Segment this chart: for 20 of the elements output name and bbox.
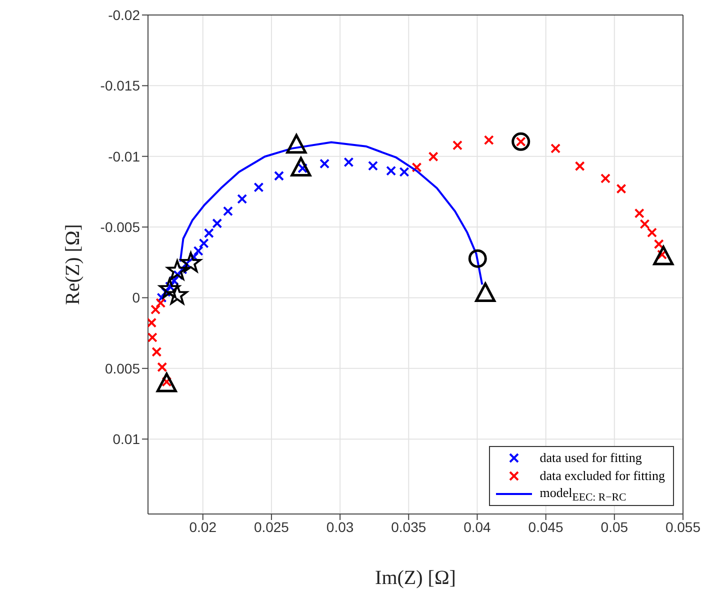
y-tick-label: -0.01: [108, 148, 140, 164]
x-tick-label: 0.045: [528, 518, 564, 535]
x-tick-label: 0.035: [391, 518, 426, 535]
x-tick-label: 0.025: [254, 518, 290, 535]
y-tick-label: 0: [132, 290, 140, 306]
x-tick-label: 0.02: [189, 518, 217, 535]
legend-label: model$_{EEC: R−RC}$: [540, 484, 626, 504]
legend-label: data used for fitting: [540, 450, 642, 466]
y-axis-title: Re(Z) [Ω]: [62, 224, 84, 305]
x-tick-label: 0.05: [600, 518, 628, 535]
x-tick-label: 0.04: [464, 518, 492, 535]
y-tick-label: -0.02: [108, 6, 140, 23]
x-axis-title: Im(Z) [Ω]: [375, 567, 456, 589]
x-tick-label: 0.055: [665, 518, 701, 535]
y-tick-label: -0.005: [100, 219, 140, 236]
y-tick-label: 0.005: [104, 360, 140, 376]
y-tick-label: 0.01: [112, 431, 140, 448]
y-tick-label: -0.015: [100, 78, 140, 94]
x-tick-label: 0.03: [326, 518, 354, 535]
legend-label: data excluded for fitting: [540, 468, 665, 484]
